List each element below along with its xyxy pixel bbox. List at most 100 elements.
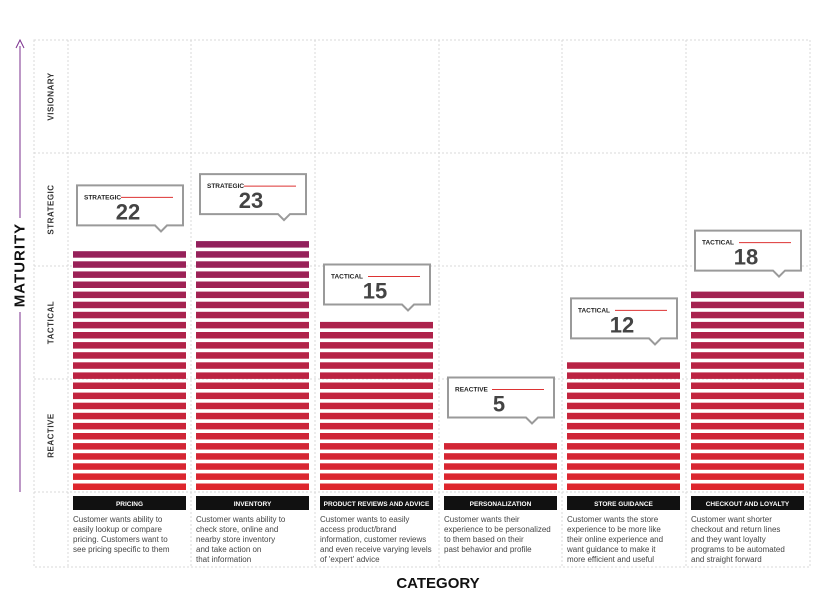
bar-stripe [567,362,680,369]
bar-stripe [691,362,804,369]
bar-stripe [444,443,557,450]
category-label-bg [196,496,309,510]
bar-stripe [73,392,186,400]
category-description: Customer wants ability to check store, on… [196,515,315,565]
bar-stripe [320,412,433,420]
value-callouts: STRATEGIC22STRATEGIC23TACTICAL15REACTIVE… [76,173,802,425]
bar-stripe [196,311,309,319]
bar-stripe [691,352,804,359]
description-line: programs to be automated [691,545,785,554]
bar-stripe [196,402,309,410]
plot-frame [33,39,811,568]
description-line: their online experience and [567,535,664,544]
y-level-label: REACTIVE [47,413,56,458]
maturity-label: TACTICAL [578,307,610,314]
category-label-bg [444,496,557,510]
bar-stripe [691,311,804,319]
bar-stripe [73,422,186,430]
description-line: and they want loyalty [691,535,766,544]
bar-stripe [73,281,186,288]
description-line: of 'expert' advice [320,555,380,564]
bar-stripe [196,352,309,359]
bar-stripe [691,342,804,349]
bar-stripe [196,281,309,288]
bar-stripe [73,372,186,379]
description-line: information, customer reviews [320,535,427,544]
bar-stripe [691,291,804,299]
y-axis: MATURITY [12,38,29,492]
bar-stripe [196,453,309,460]
bar-stripe [444,473,557,480]
bar-stripe [73,342,186,349]
bar-stripe [320,483,433,490]
bar-stripe [196,392,309,400]
bar-stripe [320,443,433,450]
bar-stripe [691,463,804,470]
bar-stripe [196,241,309,248]
bar-stripe [196,433,309,440]
description-line: experience to be more like [567,525,661,534]
bar-store-guidance [567,362,680,490]
description-line: easily lookup or compare [73,525,162,534]
bar-stripe [196,332,309,339]
bar-stripe [691,453,804,460]
bar-stripe [196,483,309,490]
bar-stripe [73,332,186,339]
bar-stripe [196,342,309,349]
description-line: see pricing specific to them [73,545,170,554]
x-axis-title: CATEGORY [396,575,479,592]
bar-stripe [320,402,433,410]
bar-stripe [320,342,433,349]
category-labels: PRICING INVENTORY PRODUCT REVIEWS AND ADVI… [73,496,804,510]
bar-stripe [73,352,186,359]
bar-stripe [196,473,309,480]
description-line: Customer want shorter [691,515,772,524]
description-line: past behavior and profile [444,545,532,554]
bar-stripe [73,382,186,389]
bar-stripe [73,402,186,410]
value-label: 5 [493,392,505,417]
bar-stripe [320,453,433,460]
bar-stripe [196,321,309,329]
description-line: access product/brand [320,525,397,534]
bar-stripe [444,453,557,460]
maturity-label: TACTICAL [702,240,734,247]
value-label: 18 [734,245,758,270]
bar-stripe [691,422,804,430]
y-axis-title-bg [12,218,28,312]
description-line: to them based on their [444,535,524,544]
maturity-label: REACTIVE [455,387,489,394]
description-line: more efficient and useful [567,555,655,564]
bar-stripe [567,483,680,490]
description-line: want guidance to make it [567,545,656,554]
bar-stripe [320,332,433,339]
bar-personalization [444,443,557,490]
bar-stripe [320,422,433,430]
category-label: PRODUCT REVIEWS AND ADVICE [324,501,430,508]
bar-stripe [73,412,186,420]
category-description: Customer want shorter checkout and return… [691,515,810,565]
bar-pricing [73,251,186,490]
category-description: Customer wants their experience to be per… [444,515,563,555]
bar-stripe [320,372,433,379]
bar-stripe [567,443,680,450]
category-label-bg [320,496,433,510]
bar-stripe [567,463,680,470]
bar-stripe [196,463,309,470]
bar-stripe [196,422,309,430]
bar-stripe [320,473,433,480]
bar-stripe [691,392,804,400]
value-label: 15 [363,279,387,304]
maturity-label: STRATEGIC [207,183,244,190]
bar-stripe [691,321,804,329]
bar-stripe [196,443,309,450]
category-label-bg [691,496,804,510]
description-line: and even receive varying levels [320,545,432,554]
value-label: 12 [610,312,634,337]
bar-stripe [320,463,433,470]
category-description: Customer wants to easily access product/b… [320,515,439,565]
maturity-label: STRATEGIC [84,194,121,201]
bar-stripe [691,483,804,490]
bar-stripe [73,362,186,369]
